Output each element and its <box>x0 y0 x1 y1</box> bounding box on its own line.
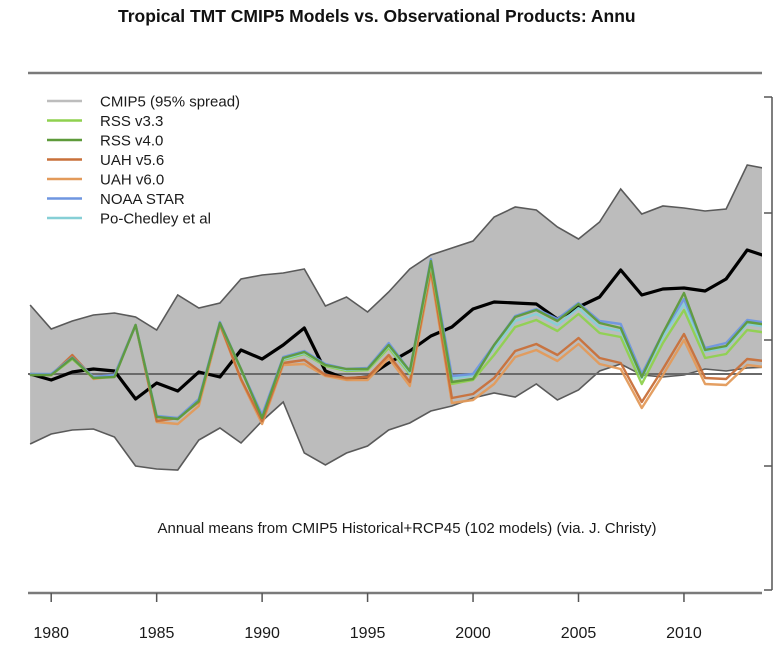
legend-label-1: RSS v3.3 <box>100 113 163 130</box>
legend: CMIP5 (95% spread) RSS v3.3 RSS v4.0 UAH v5… <box>30 82 300 252</box>
spread-upper-edge <box>29 164 762 332</box>
x-tick-label-2010: 2010 <box>666 625 702 642</box>
x-tick-label-2000: 2000 <box>455 625 491 642</box>
legend-label-2: RSS v4.0 <box>100 133 163 150</box>
legend-label-0: CMIP5 (95% spread) <box>100 94 240 111</box>
chart-title: Tropical TMT CMIP5 Models vs. Observatio… <box>118 6 636 26</box>
x-tick-label-1985: 1985 <box>139 625 175 642</box>
spread-area <box>30 165 762 470</box>
x-tick-label-1995: 1995 <box>350 625 386 642</box>
x-tick-label-2005: 2005 <box>561 625 597 642</box>
y-axis-right <box>764 96 773 591</box>
legend-label-5: NOAA STAR <box>100 191 185 208</box>
x-tick-label-1990: 1990 <box>244 625 280 642</box>
legend-label-6: Po-Chedley et al <box>100 211 211 228</box>
chart-annotation: Annual means from CMIP5 Historical+RCP45… <box>158 520 657 537</box>
plot-frame <box>28 71 762 595</box>
legend-label-4: UAH v6.0 <box>100 172 164 189</box>
series-line-rss-v4-0 <box>30 259 762 421</box>
series-layer <box>29 248 762 426</box>
x-tick-label-1980: 1980 <box>33 625 69 642</box>
legend-background <box>30 82 300 252</box>
legend-label-3: UAH v5.6 <box>100 152 164 169</box>
x-axis: 1980 1985 1990 1995 2000 2005 2010 <box>33 593 702 642</box>
